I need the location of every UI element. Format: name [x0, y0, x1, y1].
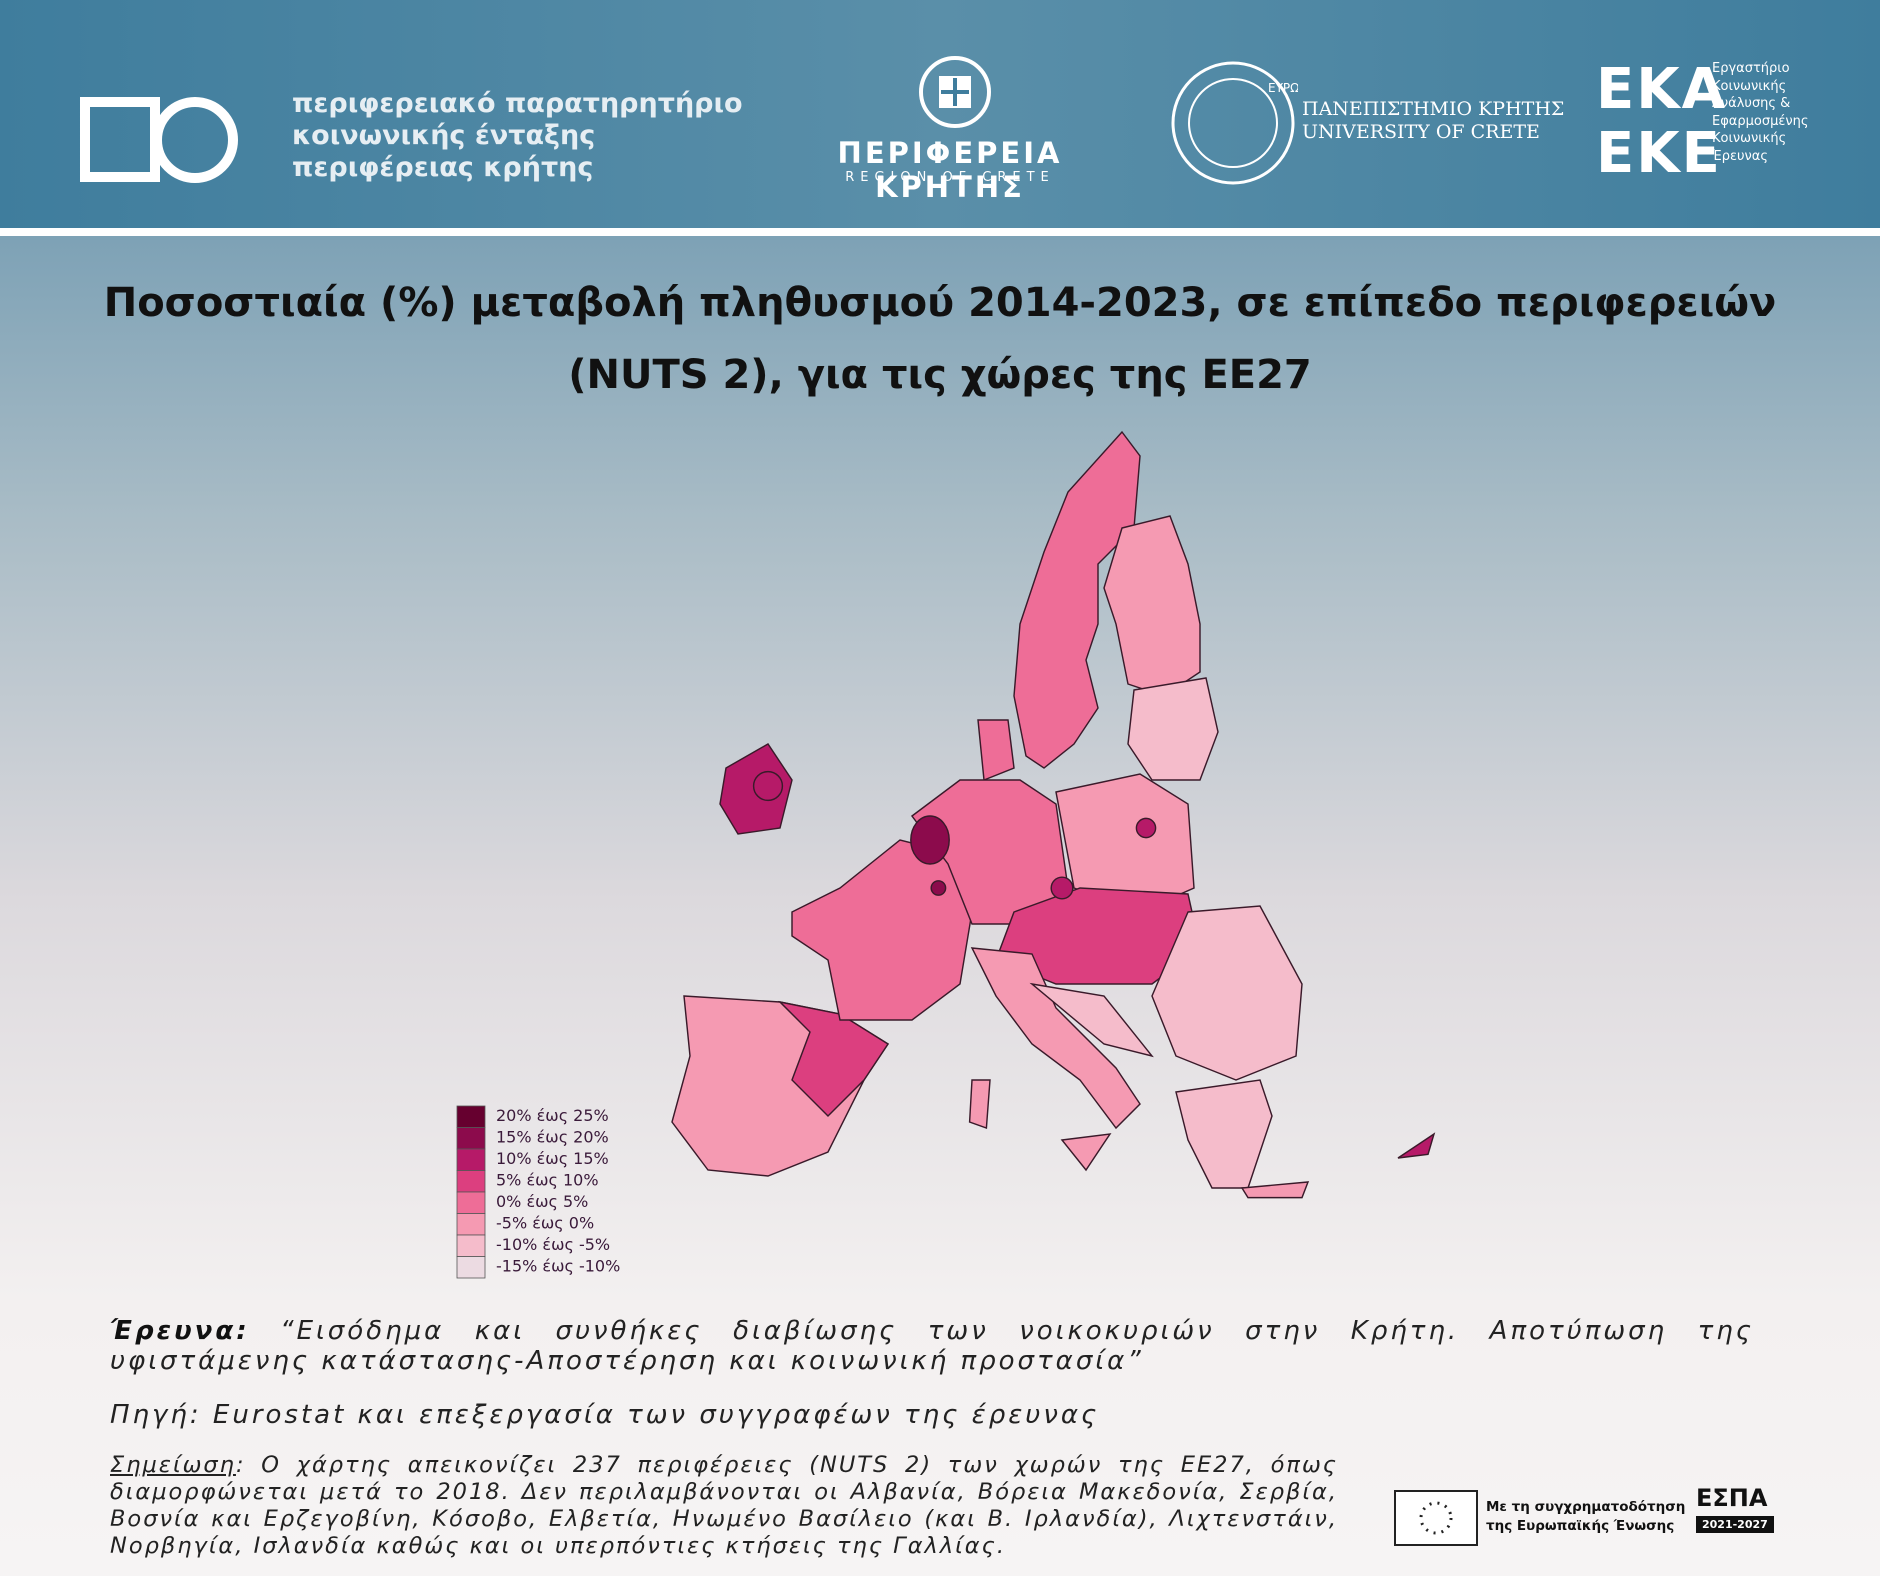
research-text: “Εισόδημα και συνθήκες διαβίωσης των νοι…: [110, 1316, 1754, 1376]
legend-swatch: [456, 1170, 486, 1193]
university-name: ΠΑΝΕΠΙΣΤΗΜΙΟ ΚΡΗΤΗΣ UNIVERSITY OF CRETE: [1302, 98, 1564, 144]
title-line: Ποσοστιαία (%) μεταβολή πληθυσμού 2014-2…: [103, 280, 1777, 326]
legend-label: 20% έως 25%: [496, 1106, 609, 1125]
research-label: Έρευνα:: [110, 1316, 250, 1346]
legend-label: 15% έως 20%: [496, 1128, 609, 1147]
legend-swatch: [456, 1191, 486, 1214]
note-label: Σημείωση: [110, 1452, 236, 1478]
region: [910, 815, 950, 865]
eu-flag: [1394, 1490, 1478, 1546]
region: [1151, 905, 1303, 1081]
legend-label: 10% έως 15%: [496, 1149, 609, 1168]
title-line: (NUTS 2), για τις χώρες της ΕΕ27: [568, 352, 1312, 398]
legend-swatch: [456, 1256, 486, 1279]
greek-emblem: [919, 56, 991, 128]
text: περιφερειακό παρατηρητήριο: [292, 88, 743, 119]
region-title: ΠΕΡΙΦΕΡΕΙΑ ΚΡΗΤΗΣ: [837, 136, 1063, 204]
region: [1060, 1133, 1112, 1172]
text: Με τη συγχρηματοδότηση: [1486, 1499, 1686, 1515]
legend-swatch: [456, 1105, 486, 1128]
observatory-logo: [80, 97, 238, 183]
region: [1103, 515, 1201, 697]
note: Σημείωση: Ο χάρτης απεικονίζει 237 περιφ…: [110, 1452, 1338, 1560]
text: ΕΚΕ: [1596, 121, 1722, 186]
region: [970, 947, 1141, 1130]
funding-text: Με τη συγχρηματοδότηση της Ευρωπαϊκής Ένω…: [1486, 1498, 1685, 1536]
legend-swatch: [456, 1127, 486, 1150]
seal-text: ΕΥΡΩΠΗ: [1268, 81, 1298, 95]
legend-label: -5% έως 0%: [496, 1214, 594, 1233]
region: [1050, 876, 1074, 900]
note-text: : Ο χάρτης απεικονίζει 237 περιφέρειες (…: [110, 1452, 1338, 1559]
research: Έρευνα: “Εισόδημα και συνθήκες διαβίωσης…: [110, 1316, 1754, 1376]
lab-mark: ΕΚΑ ΕΚΕ: [1596, 58, 1727, 186]
region: [1135, 817, 1157, 839]
region: [1175, 1079, 1273, 1189]
source: Πηγή: Eurostat και επεξεργασία των συγγρ…: [110, 1400, 1100, 1430]
text: UNIVERSITY OF CRETE: [1302, 121, 1540, 143]
legend-swatch: [456, 1148, 486, 1171]
region: [1055, 773, 1195, 913]
legend: 20% έως 25% 15% έως 20% 10% έως 15% 5% έως …: [456, 1105, 620, 1279]
text: Εργαστήριο: [1712, 61, 1790, 76]
legend-label: -15% έως -10%: [496, 1257, 620, 1276]
observatory-name: περιφερειακό παρατηρητήριο κοινωνικής έντ…: [292, 88, 743, 184]
text: ΕΚΑ: [1596, 57, 1727, 122]
region: [752, 770, 784, 802]
text: ΠΑΝΕΠΙΣΤΗΜΙΟ ΚΡΗΤΗΣ: [1302, 98, 1565, 120]
region: [930, 880, 947, 896]
text: κοινωνικής ένταξης: [292, 120, 596, 151]
funding: Με τη συγχρηματοδότηση της Ευρωπαϊκής Ένω…: [1394, 1484, 1794, 1546]
espa-period: 2021-2027: [1696, 1516, 1774, 1533]
text: Κοινωνικής: [1712, 131, 1787, 146]
legend-label: -10% έως -5%: [496, 1235, 610, 1254]
region: [968, 1079, 991, 1129]
text: Εφαρμοσμένης: [1712, 113, 1809, 129]
legend-label: 0% έως 5%: [496, 1192, 588, 1211]
region: [1127, 677, 1219, 781]
text: Κοινωνικής: [1712, 78, 1787, 94]
region: [977, 719, 1015, 782]
region: [1240, 1181, 1310, 1199]
text: Έρευνας: [1712, 148, 1768, 164]
text: της Ευρωπαϊκής Ένωσης: [1486, 1518, 1675, 1534]
region: [1029, 982, 1154, 1058]
espa: ΕΣΠΑ: [1696, 1484, 1768, 1512]
legend-swatch: [456, 1213, 486, 1236]
text: περιφέρειας κρήτης: [292, 152, 594, 183]
region-subtitle: REGION OF CRETE: [845, 170, 1055, 185]
header: περιφερειακό παρατηρητήριο κοινωνικής έντ…: [0, 0, 1880, 236]
text: Ανάλυσης &: [1712, 96, 1791, 111]
lab-name: Εργαστήριο Κοινωνικής Ανάλυσης & Εφαρμοσμέν…: [1712, 60, 1809, 165]
map: 20% έως 25% 15% έως 20% 10% έως 15% 5% έως …: [456, 430, 1436, 1279]
legend-swatch: [456, 1234, 486, 1257]
legend-label: 5% έως 10%: [496, 1171, 599, 1190]
region: [791, 839, 973, 1021]
university-seal: ΕΥΡΩΠΗ: [1171, 61, 1298, 185]
region: [1397, 1132, 1436, 1159]
